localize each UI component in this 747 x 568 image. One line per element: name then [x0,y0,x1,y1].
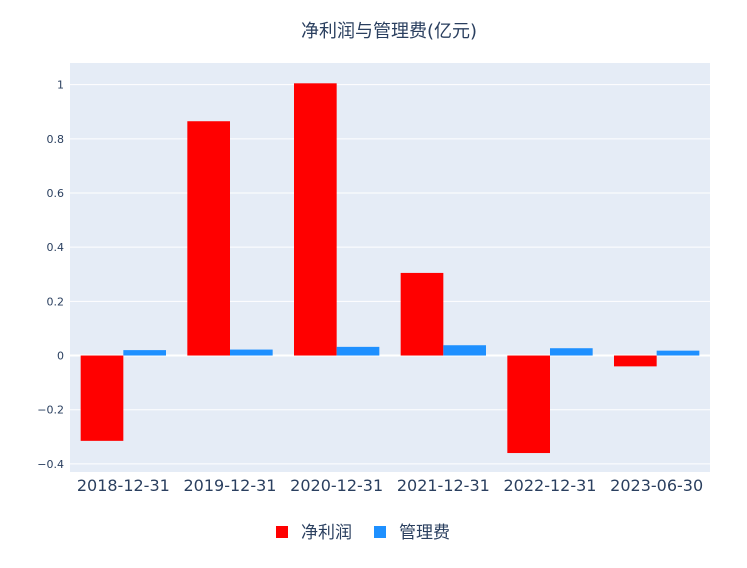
bar-admin-expense-2 [336,346,380,356]
plot-area [70,63,710,472]
y-tick-label: −0.4 [37,458,64,471]
x-tick-label: 2018-12-31 [77,476,170,495]
bar-net-profit-4 [507,355,550,454]
x-axis-ticks: 2018-12-31 2019-12-31 2020-12-31 2021-12-31… [77,476,703,495]
x-tick-label: 2023-06-30 [610,476,703,495]
legend-label: 管理费 [399,523,450,543]
bar-net-profit-1 [187,121,230,356]
y-tick-label: −0.2 [37,404,64,417]
y-axis-ticks: −0.4 −0.2 0 0.2 0.4 0.6 0.8 1 [37,79,64,471]
legend-swatch [374,526,386,538]
bar-admin-expense-4 [550,348,593,356]
bar-admin-expense-0 [123,350,166,356]
x-tick-label: 2021-12-31 [397,476,490,495]
x-tick-label: 2019-12-31 [184,476,277,495]
legend-swatch [276,526,288,538]
legend-item-1[interactable]: 管理费 [374,523,450,543]
y-tick-label: 0.4 [47,241,65,254]
bar-net-profit-2 [294,83,337,356]
y-tick-label: 0.6 [47,187,65,200]
legend-item-0[interactable]: 净利润 [276,523,352,543]
y-tick-label: 0.2 [47,295,65,308]
bar-net-profit-3 [400,272,444,356]
bar-admin-expense-3 [443,345,486,356]
y-tick-label: 0 [57,350,64,363]
bar-net-profit-0 [80,355,124,441]
bar-admin-expense-5 [656,350,700,356]
legend: 净利润 管理费 [276,523,450,543]
legend-label: 净利润 [301,523,352,543]
chart-title: 净利润与管理费(亿元) [301,21,477,42]
x-tick-label: 2022-12-31 [504,476,597,495]
y-tick-label: 0.8 [47,133,65,146]
gridlines [70,84,710,465]
y-tick-label: 1 [57,79,64,92]
bars [80,83,700,454]
x-tick-label: 2020-12-31 [290,476,383,495]
bar-admin-expense-1 [230,349,273,356]
bar-net-profit-5 [614,355,657,367]
